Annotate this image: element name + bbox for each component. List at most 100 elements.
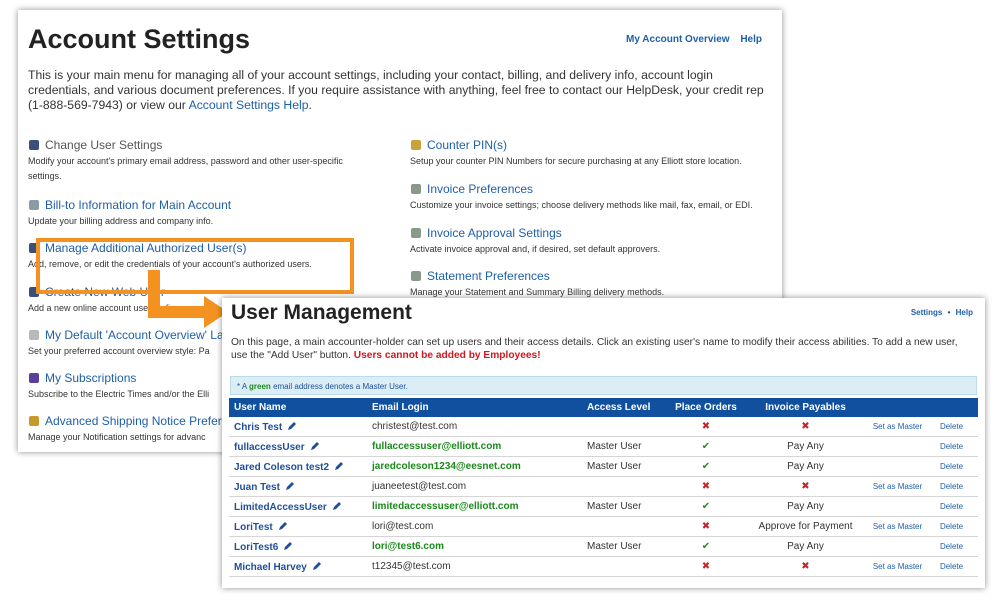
item-link[interactable]: Counter PIN(s)	[410, 138, 770, 152]
nav-link[interactable]: My Account Overview	[625, 34, 730, 45]
note-highlight: green	[249, 382, 271, 391]
place-orders: ✖	[671, 417, 741, 437]
delete-link[interactable]: Delete	[939, 522, 964, 531]
settings-item: Change User Settings Modify your account'…	[28, 138, 368, 184]
item-link[interactable]: Bill-to Information for Main Account	[28, 198, 368, 212]
delete-cell: Delete	[925, 496, 978, 517]
edit-icon[interactable]	[334, 461, 344, 471]
access-level: Master User	[582, 536, 671, 557]
edit-icon[interactable]	[287, 421, 297, 431]
item-link[interactable]: My Default 'Account Overview' Lay	[28, 328, 368, 342]
set-master-link[interactable]: Set as Master	[872, 522, 923, 531]
item-title[interactable]: My Subscriptions	[45, 371, 137, 385]
highlight-box	[36, 238, 354, 294]
delete-link[interactable]: Delete	[939, 422, 964, 431]
info-note: * A green email address denotes a Master…	[230, 376, 977, 395]
item-title[interactable]: Statement Preferences	[427, 269, 550, 283]
item-title[interactable]: Manage Additional Authorized User(s)	[45, 241, 247, 255]
page-title: Account Settings	[28, 24, 251, 54]
edit-icon[interactable]	[310, 441, 320, 451]
item-link[interactable]: Advanced Shipping Notice Prefere	[28, 414, 368, 428]
delete-cell: Delete	[925, 556, 978, 577]
set-master-link[interactable]: Set as Master	[872, 422, 923, 431]
place-orders: ✔	[671, 496, 741, 517]
action-cell	[870, 496, 925, 517]
item-link[interactable]: My Subscriptions	[28, 371, 368, 385]
user-name[interactable]: LimitedAccessUser	[234, 501, 327, 513]
invoice-payables: Pay Any	[741, 456, 870, 477]
invoice-payables: ✖	[741, 417, 870, 437]
item-link[interactable]: Invoice Preferences	[410, 182, 770, 196]
user-name-cell: Jared Coleson test2	[229, 456, 367, 477]
item-title[interactable]: Bill-to Information for Main Account	[45, 198, 232, 212]
item-description: Add a new online account user, defi	[28, 303, 171, 313]
nav-separator: •	[947, 308, 951, 317]
place-orders: ✖	[671, 476, 741, 497]
delete-link[interactable]: Delete	[939, 502, 964, 511]
warning-text: Users cannot be added by Employees!	[353, 350, 541, 361]
item-title[interactable]: Advanced Shipping Notice Prefere	[45, 414, 229, 428]
access-level: Master User	[582, 436, 671, 457]
item-link[interactable]: Change User Settings	[28, 138, 368, 152]
table-row: Chris Test christest@test.com ✖ ✖ Set as Mas…	[229, 417, 978, 437]
item-description: Add, remove, or edit the credentials of …	[28, 259, 312, 269]
access-level	[582, 516, 671, 537]
column-header: User Name	[229, 398, 367, 417]
column-header: Place Orders	[671, 398, 741, 417]
user-name-cell: Michael Harvey	[229, 556, 367, 577]
edit-icon[interactable]	[332, 501, 342, 511]
user-name[interactable]: Michael Harvey	[234, 561, 307, 573]
icon	[29, 200, 39, 210]
user-name[interactable]: Jared Coleson test2	[234, 461, 330, 473]
panel-nav: Settings • Help	[908, 308, 973, 317]
user-name-cell: LoriTest	[229, 516, 367, 537]
item-title[interactable]: Invoice Approval Settings	[427, 226, 562, 240]
item-link[interactable]: Statement Preferences	[410, 269, 770, 283]
nav-link[interactable]: Help	[955, 308, 973, 317]
user-name-cell: LimitedAccessUser	[229, 496, 367, 517]
delete-link[interactable]: Delete	[939, 482, 964, 491]
edit-icon[interactable]	[312, 561, 322, 571]
item-title[interactable]: Invoice Preferences	[427, 182, 534, 196]
settings-item: Bill-to Information for Main Account Upda…	[28, 198, 368, 229]
edit-icon[interactable]	[283, 541, 293, 551]
table-row: fullaccessUser fullaccessuser@elliott.com…	[229, 436, 978, 457]
intro-body: This is your main menu for managing all …	[28, 68, 764, 112]
icon	[411, 228, 421, 238]
item-title[interactable]: My Default 'Account Overview' Lay	[45, 328, 230, 342]
column-header: Email Login	[367, 398, 582, 417]
user-name-cell: LoriTest6	[229, 536, 367, 557]
delete-link[interactable]: Delete	[939, 462, 964, 471]
nav-link[interactable]: Settings	[910, 308, 943, 317]
table-row: Juan Test juaneetest@test.com ✖ ✖ Set as Mas…	[229, 476, 978, 497]
settings-item: Advanced Shipping Notice Prefere Manage y…	[28, 414, 368, 445]
user-name[interactable]: LoriTest6	[234, 541, 279, 553]
set-master-link[interactable]: Set as Master	[872, 562, 923, 571]
arrow-shape	[148, 270, 228, 328]
action-cell: Set as Master	[870, 516, 925, 537]
user-name[interactable]: fullaccessUser	[234, 441, 305, 453]
edit-icon[interactable]	[285, 481, 295, 491]
item-link[interactable]: Invoice Approval Settings	[410, 226, 770, 240]
column-header: Access Level	[582, 398, 671, 417]
help-link[interactable]: Account Settings Help	[188, 98, 309, 112]
invoice-payables: ✖	[741, 476, 870, 497]
place-orders: ✖	[671, 516, 741, 537]
place-orders: ✖	[671, 556, 741, 577]
email: t12345@test.com	[367, 556, 582, 577]
edit-icon[interactable]	[278, 521, 288, 531]
nav-link[interactable]: Help	[740, 34, 762, 45]
user-name[interactable]: Juan Test	[234, 481, 280, 493]
delete-link[interactable]: Delete	[939, 562, 964, 571]
panel-intro: On this page, a main accounter-holder ca…	[231, 336, 976, 362]
user-name[interactable]: LoriTest	[234, 521, 273, 533]
delete-link[interactable]: Delete	[939, 442, 964, 451]
delete-link[interactable]: Delete	[939, 542, 964, 551]
icon	[29, 140, 39, 150]
user-name[interactable]: Chris Test	[234, 421, 283, 433]
set-master-link[interactable]: Set as Master	[872, 482, 923, 491]
item-title[interactable]: Change User Settings	[45, 138, 163, 152]
item-title[interactable]: Counter PIN(s)	[427, 138, 508, 152]
